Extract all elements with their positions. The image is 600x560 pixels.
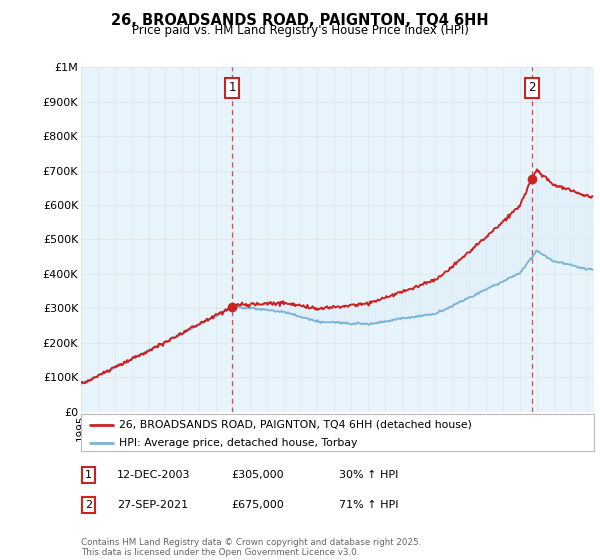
Text: Price paid vs. HM Land Registry's House Price Index (HPI): Price paid vs. HM Land Registry's House … — [131, 24, 469, 37]
Text: 2: 2 — [85, 500, 92, 510]
Text: 1: 1 — [228, 81, 236, 95]
Text: £675,000: £675,000 — [231, 500, 284, 510]
Text: 2: 2 — [529, 81, 536, 95]
Text: 26, BROADSANDS ROAD, PAIGNTON, TQ4 6HH (detached house): 26, BROADSANDS ROAD, PAIGNTON, TQ4 6HH (… — [119, 419, 472, 430]
Text: 1: 1 — [85, 470, 92, 480]
Text: 12-DEC-2003: 12-DEC-2003 — [117, 470, 191, 480]
Text: HPI: Average price, detached house, Torbay: HPI: Average price, detached house, Torb… — [119, 438, 358, 448]
Text: 27-SEP-2021: 27-SEP-2021 — [117, 500, 188, 510]
Text: 30% ↑ HPI: 30% ↑ HPI — [339, 470, 398, 480]
Text: £305,000: £305,000 — [231, 470, 284, 480]
Text: 26, BROADSANDS ROAD, PAIGNTON, TQ4 6HH: 26, BROADSANDS ROAD, PAIGNTON, TQ4 6HH — [111, 13, 489, 29]
Text: Contains HM Land Registry data © Crown copyright and database right 2025.
This d: Contains HM Land Registry data © Crown c… — [81, 538, 421, 557]
Text: 71% ↑ HPI: 71% ↑ HPI — [339, 500, 398, 510]
